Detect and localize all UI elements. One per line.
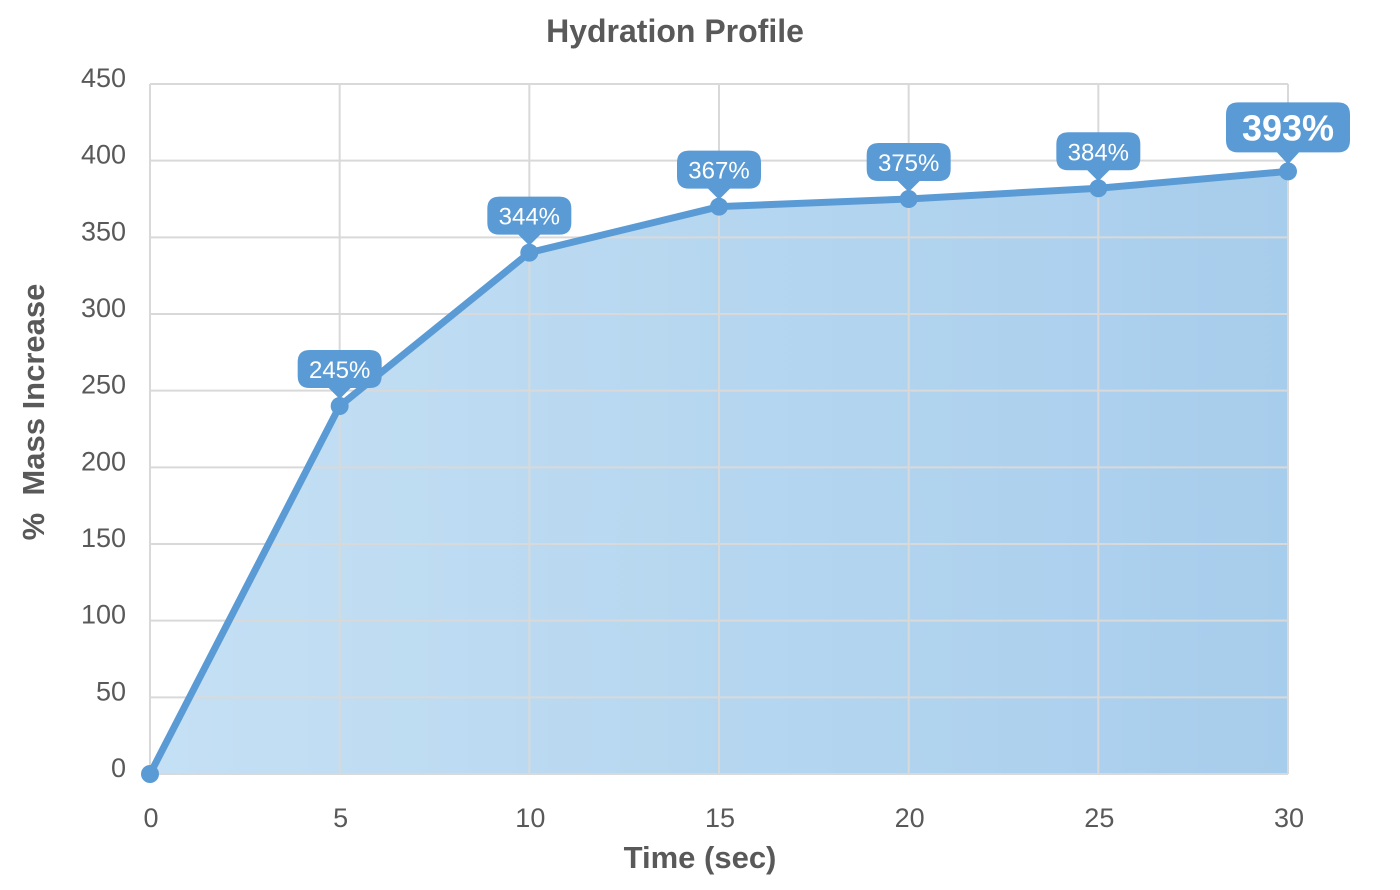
y-tick-label: 50 — [96, 676, 126, 706]
y-tick-label: 450 — [81, 63, 126, 93]
y-tick-label: 150 — [81, 523, 126, 553]
data-point — [1089, 179, 1108, 198]
x-tick-label: 5 — [333, 803, 348, 833]
y-tick-label: 0 — [111, 753, 126, 783]
data-point — [899, 190, 918, 208]
x-tick-label: 30 — [1274, 803, 1304, 833]
chart-title: Hydration Profile — [546, 13, 804, 49]
data-label-callout — [487, 196, 572, 246]
data-label-callout — [1226, 102, 1350, 165]
x-tick-label: 15 — [705, 803, 735, 833]
data-label: 375% — [878, 150, 939, 177]
data-label: 367% — [688, 158, 749, 185]
data-points — [141, 162, 1297, 783]
x-tick-label: 25 — [1084, 803, 1114, 833]
y-axis-ticks: 0 50 100 150 200 250 300 350 400 450 — [81, 63, 126, 783]
data-label: 344% — [499, 204, 560, 231]
x-axis-title: Time (sec) — [624, 840, 777, 875]
data-label: 245% — [309, 357, 370, 384]
x-tick-label: 10 — [515, 803, 545, 833]
data-point — [520, 243, 539, 262]
y-tick-label: 350 — [81, 216, 126, 246]
y-tick-label: 100 — [81, 600, 126, 630]
data-point — [141, 765, 159, 783]
x-tick-label: 20 — [895, 803, 925, 833]
y-tick-label: 250 — [81, 370, 126, 400]
data-point — [710, 197, 728, 216]
data-label-callouts: 245% 344% 367% 375% 384% 393% — [297, 102, 1350, 399]
data-label-callout — [866, 143, 951, 192]
data-label-callout — [677, 150, 761, 200]
data-label: 393% — [1242, 107, 1334, 148]
y-tick-label: 300 — [81, 293, 126, 323]
y-axis-title: % Mass Increase — [16, 284, 51, 541]
y-tick-label: 400 — [81, 140, 126, 170]
y-tick-label: 200 — [81, 446, 126, 476]
x-axis-ticks: 0 5 10 15 20 25 30 — [143, 803, 1304, 833]
data-label: 384% — [1068, 139, 1129, 166]
data-point — [1279, 162, 1297, 181]
data-label-callout — [1056, 132, 1141, 182]
data-point — [330, 397, 349, 415]
data-label-callout — [297, 350, 382, 399]
x-tick-label: 0 — [143, 803, 158, 833]
